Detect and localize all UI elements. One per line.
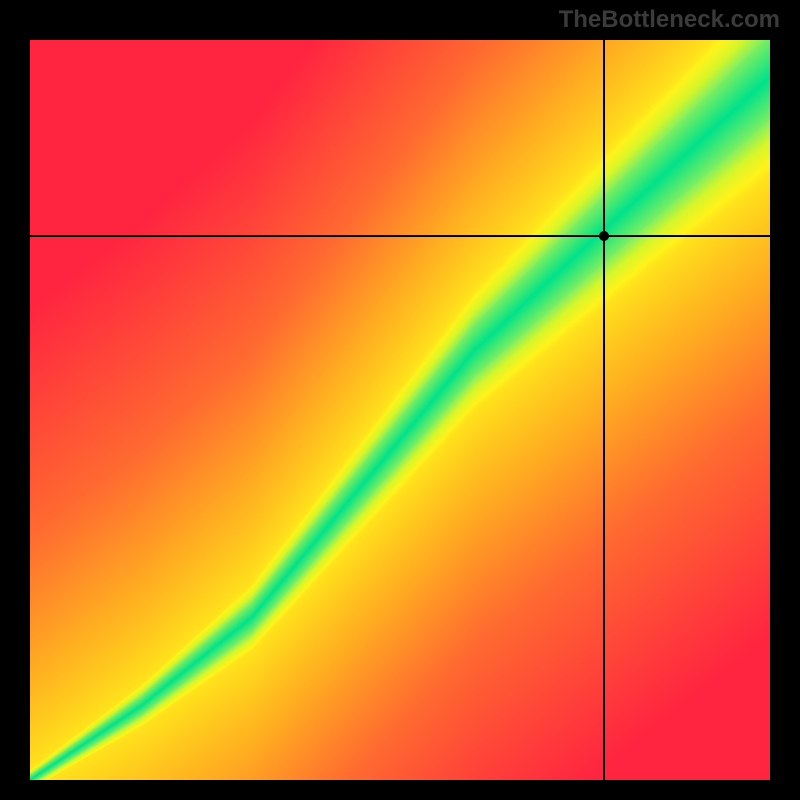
crosshair-vertical xyxy=(603,40,605,780)
intersection-marker xyxy=(599,231,609,241)
crosshair-horizontal xyxy=(30,235,770,237)
heatmap-canvas xyxy=(30,40,770,780)
watermark-text: TheBottleneck.com xyxy=(559,6,780,34)
heatmap-plot xyxy=(30,40,770,780)
